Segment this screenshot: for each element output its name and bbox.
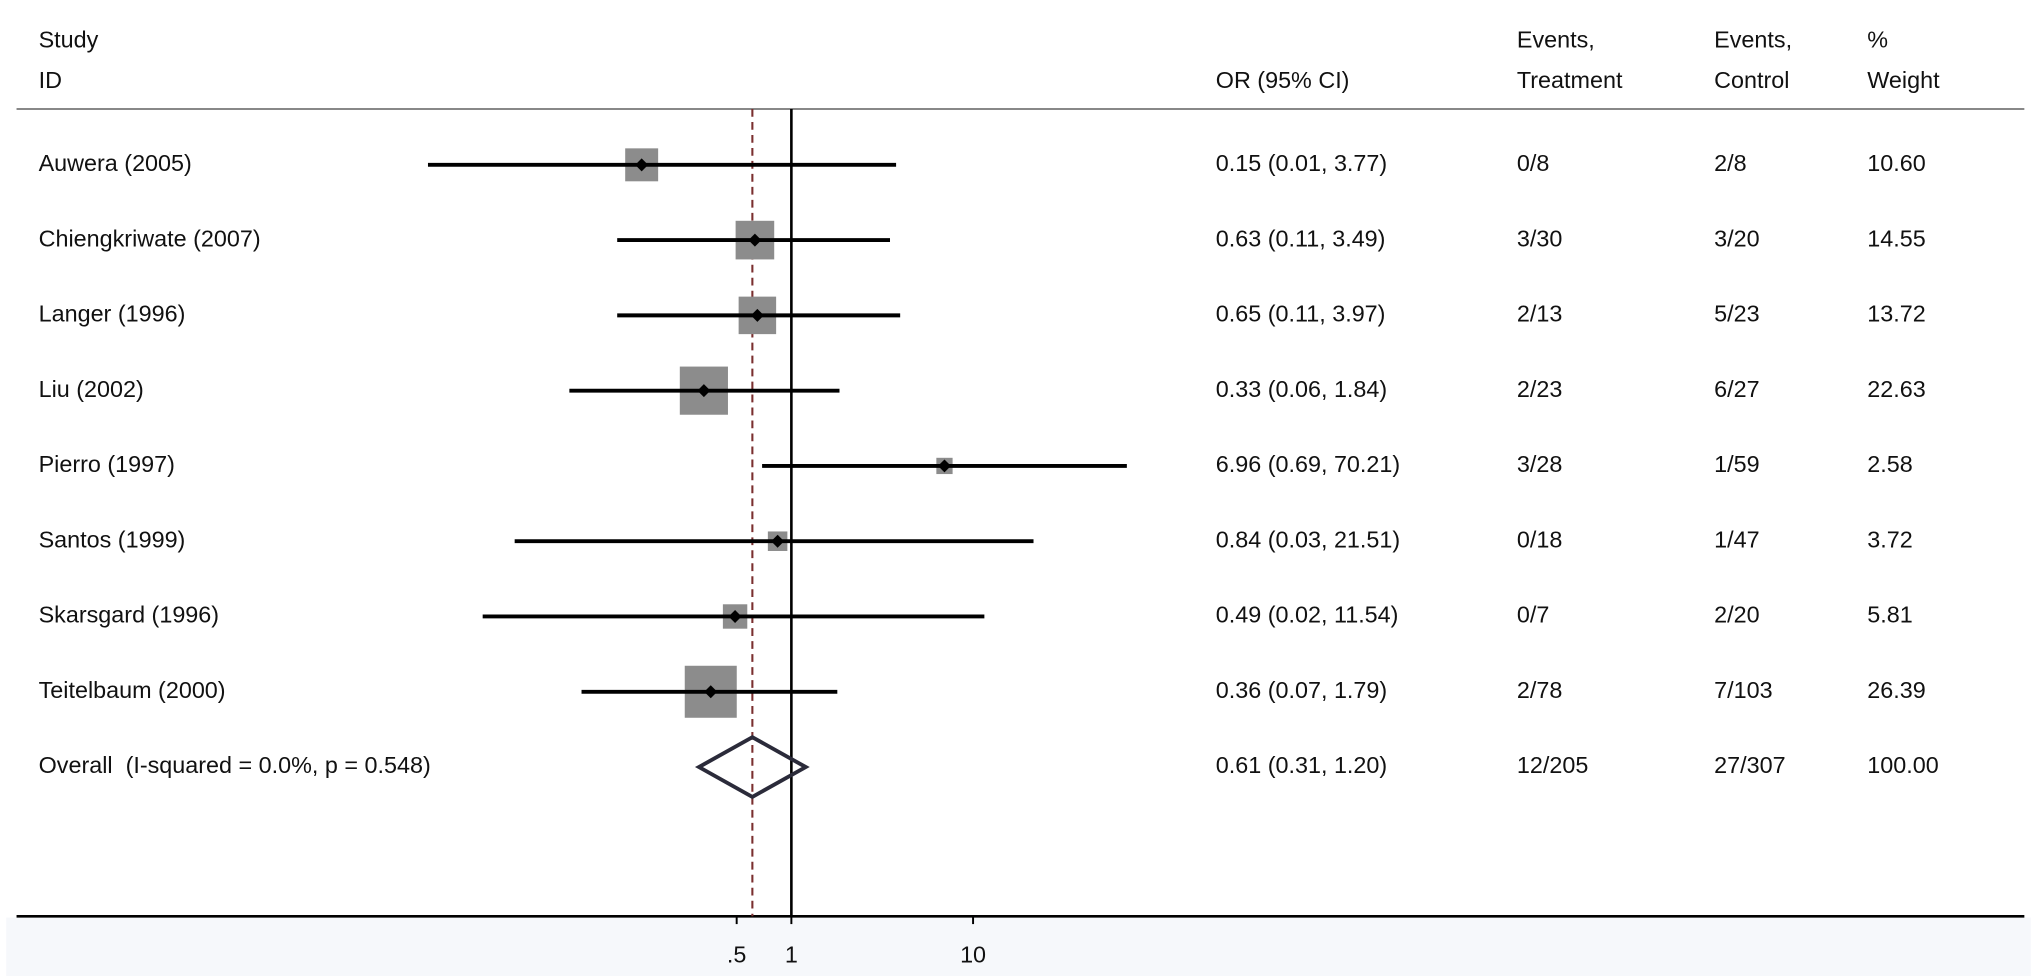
point-estimate xyxy=(750,308,764,322)
or-label: 0.63 (0.11, 3.49) xyxy=(1216,225,1386,251)
events-treatment: 2/78 xyxy=(1517,677,1562,703)
point-estimate xyxy=(728,610,742,623)
header: Control xyxy=(1714,67,1789,93)
weight-label: 5.81 xyxy=(1867,602,1912,628)
point-estimate xyxy=(704,685,718,699)
events-treatment: 3/28 xyxy=(1517,451,1562,477)
study-name: Santos (1999) xyxy=(39,526,186,552)
events-control: 5/23 xyxy=(1714,301,1759,327)
axis-band xyxy=(6,917,2031,976)
point-estimate xyxy=(771,534,785,548)
events-control: 27/307 xyxy=(1714,752,1785,778)
header: ID xyxy=(39,67,62,93)
point-estimate xyxy=(937,459,951,473)
events-treatment: 2/23 xyxy=(1517,376,1562,402)
header: Events, xyxy=(1517,27,1595,53)
weight-label: 13.72 xyxy=(1867,301,1925,327)
or-label: 0.36 (0.07, 1.79) xyxy=(1216,677,1387,703)
header: Study xyxy=(39,27,99,53)
events-control: 6/27 xyxy=(1714,376,1759,402)
background xyxy=(6,0,2031,976)
x-tick-label: 10 xyxy=(960,942,986,968)
events-treatment: 0/7 xyxy=(1517,602,1549,628)
study-name: Pierro (1997) xyxy=(39,451,175,477)
header: % xyxy=(1867,27,1888,53)
weight-label: 3.72 xyxy=(1867,526,1912,552)
events-control: 3/20 xyxy=(1714,225,1759,251)
study-name: Overall (I-squared = 0.0%, p = 0.548) xyxy=(39,752,431,778)
header: OR (95% CI) xyxy=(1216,67,1350,93)
study-name: Teitelbaum (2000) xyxy=(39,677,226,703)
weight-label: 22.63 xyxy=(1867,376,1925,402)
events-control: 7/103 xyxy=(1714,677,1772,703)
events-treatment: 12/205 xyxy=(1517,752,1588,778)
study-name: Auwera (2005) xyxy=(39,150,192,176)
point-estimate xyxy=(635,158,649,172)
or-label: 0.49 (0.02, 11.54) xyxy=(1216,602,1399,628)
events-control: 2/20 xyxy=(1714,602,1759,628)
weight-label: 14.55 xyxy=(1867,225,1925,251)
header: Treatment xyxy=(1517,67,1623,93)
weight-label: 2.58 xyxy=(1867,451,1912,477)
events-treatment: 0/8 xyxy=(1517,150,1549,176)
events-control: 1/47 xyxy=(1714,526,1759,552)
study-name: Langer (1996) xyxy=(39,301,186,327)
study-name: Skarsgard (1996) xyxy=(39,602,219,628)
header: Weight xyxy=(1867,67,1940,93)
study-name: Chiengkriwate (2007) xyxy=(39,225,261,251)
header: Events, xyxy=(1714,27,1792,53)
overall-diamond xyxy=(694,734,810,800)
or-label: 0.61 (0.31, 1.20) xyxy=(1216,752,1387,778)
weight-label: 10.60 xyxy=(1867,150,1925,176)
study-name: Liu (2002) xyxy=(39,376,144,402)
or-label: 0.15 (0.01, 3.77) xyxy=(1216,150,1387,176)
events-treatment: 3/30 xyxy=(1517,225,1562,251)
point-estimate xyxy=(697,384,711,398)
x-tick-label: 1 xyxy=(785,942,798,968)
or-label: 0.84 (0.03, 21.51) xyxy=(1216,526,1400,552)
weight-label: 100.00 xyxy=(1867,752,1938,778)
or-label: 0.33 (0.06, 1.84) xyxy=(1216,376,1387,402)
events-control: 1/59 xyxy=(1714,451,1759,477)
events-treatment: 2/13 xyxy=(1517,301,1562,327)
or-label: 6.96 (0.69, 70.21) xyxy=(1216,451,1400,477)
events-control: 2/8 xyxy=(1714,150,1746,176)
or-label: 0.65 (0.11, 3.97) xyxy=(1216,301,1386,327)
events-treatment: 0/18 xyxy=(1517,526,1562,552)
weight-label: 26.39 xyxy=(1867,677,1925,703)
x-tick-label: .5 xyxy=(727,942,746,968)
